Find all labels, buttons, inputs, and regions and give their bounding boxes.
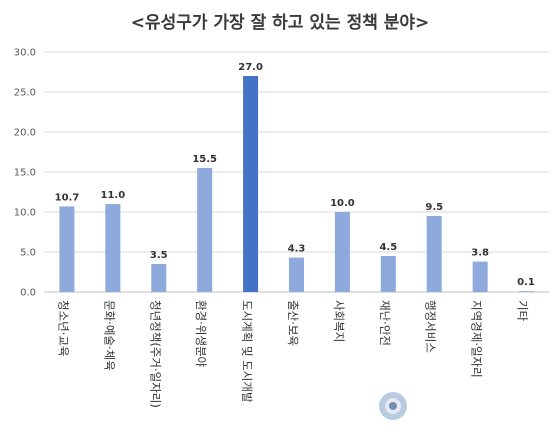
category-label: 환경·위생분야 — [194, 300, 208, 368]
y-tick-label: 25.0 — [14, 88, 36, 99]
gridlines — [44, 51, 549, 293]
y-tick-label: 5.0 — [20, 248, 36, 259]
bar-value-label: 10.0 — [330, 198, 355, 209]
category-label: 행정서비스 — [424, 300, 438, 353]
category-label: 지역경제·일자리 — [470, 300, 484, 378]
category-label: 사회복지 — [332, 300, 346, 342]
category-label: 청년정책(주거·일자리) — [148, 300, 162, 408]
bar-value-label: 15.5 — [192, 154, 217, 165]
watermark-text: 전국연합뉴스 — [412, 397, 495, 415]
bar — [472, 261, 488, 292]
category-label: 도시계획 및 도시개발 — [240, 300, 254, 403]
bar-value-label: 9.5 — [425, 202, 443, 213]
bar-value-label: 11.0 — [101, 190, 126, 201]
bar-value-label: 27.0 — [238, 62, 263, 73]
bar-value-label: 0.1 — [517, 277, 535, 288]
bar — [380, 256, 396, 292]
bar — [151, 264, 167, 292]
bar-value-label: 3.8 — [471, 248, 489, 259]
y-tick-label: 30.0 — [14, 48, 36, 59]
chart-title: <유성구가 가장 잘 하고 있는 정책 분야> — [131, 12, 430, 33]
value-labels: 10.7 11.0 3.5 15.5 27.0 4.3 10.0 4.5 9.5 3.8 0.1 — [55, 62, 535, 288]
bar — [105, 204, 121, 292]
watermark: 전국연합뉴스 — [379, 392, 495, 420]
bar-value-label: 10.7 — [55, 192, 80, 203]
bar-value-label: 4.5 — [379, 242, 397, 253]
y-axis-ticks: 0.0 5.0 10.0 15.0 20.0 25.0 30.0 — [14, 48, 36, 299]
bar-value-label: 3.5 — [150, 250, 168, 261]
watermark-logo-icon — [379, 392, 407, 420]
bar — [334, 212, 350, 292]
y-tick-label: 15.0 — [14, 168, 36, 179]
bars — [59, 76, 534, 292]
category-labels: 청소년·교육 문화·예술·체육 청년정책(주거·일자리) 환경·위생분야 도시계획 및 … — [56, 300, 529, 408]
category-label: 문화·예술·체육 — [102, 300, 116, 371]
bar — [518, 291, 534, 292]
category-label: 청소년·교육 — [56, 300, 70, 357]
y-tick-label: 0.0 — [20, 288, 36, 299]
bar-value-label: 4.3 — [288, 244, 306, 255]
bar — [243, 76, 259, 292]
category-label: 기타 — [516, 300, 530, 322]
bar — [59, 206, 75, 292]
bar — [426, 216, 442, 292]
bar — [197, 168, 213, 292]
y-tick-label: 10.0 — [14, 208, 36, 219]
category-label: 출산·보육 — [286, 300, 300, 346]
category-label: 재난·안전 — [378, 300, 392, 346]
y-tick-label: 20.0 — [14, 128, 36, 139]
bar — [289, 257, 304, 292]
